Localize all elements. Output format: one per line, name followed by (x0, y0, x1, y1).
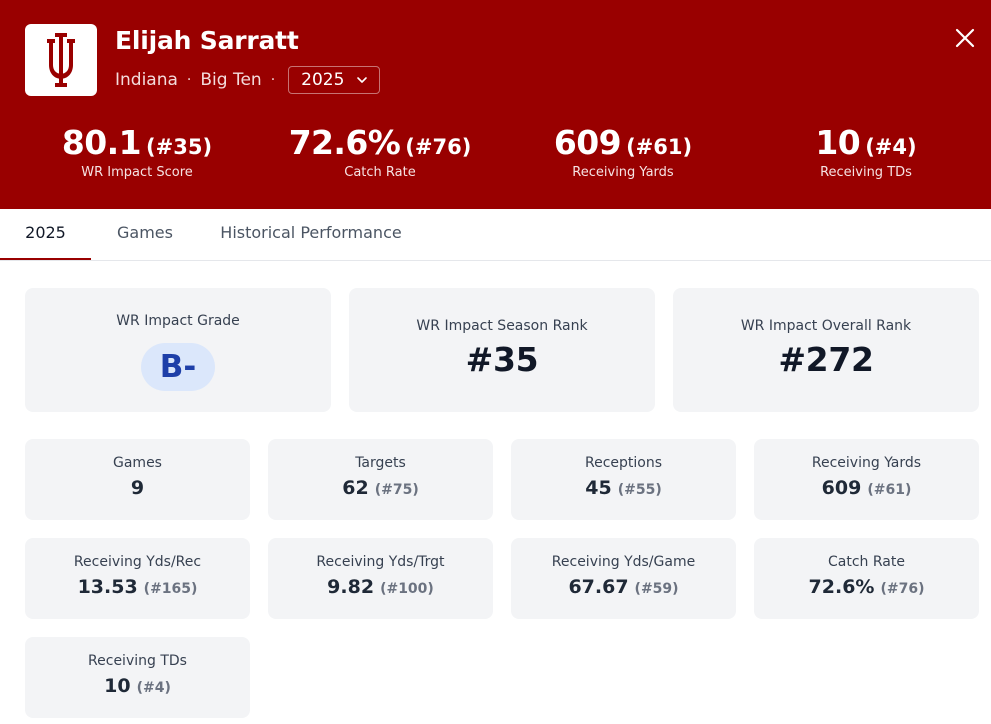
header-stat: 609 (#61) Receiving Yards (503, 123, 743, 181)
metric-title: Targets (355, 455, 406, 471)
header-stat-label: WR Impact Score (81, 165, 193, 180)
metric-title: Receiving TDs (88, 653, 187, 669)
metric-rank: (#59) (634, 581, 679, 597)
card-value: #35 (465, 340, 539, 379)
season-select-value: 2025 (301, 70, 345, 90)
metric-value: 9 (130, 477, 145, 499)
grade-badge: B- (141, 343, 215, 391)
metric-card: Receiving Yards 609 (#61) (754, 439, 979, 520)
player-meta: Indiana · Big Ten · 2025 (115, 66, 381, 94)
header-stat-label: Receiving Yards (572, 165, 674, 180)
metric-value: 9.82 (327, 576, 375, 598)
metric-rank: (#100) (380, 581, 434, 597)
metric-title: Catch Rate (828, 554, 905, 570)
header-stat: 10 (#4) Receiving TDs (746, 123, 986, 181)
metric-title: Receiving Yds/Rec (73, 554, 202, 570)
tab-historical-performance[interactable]: Historical Performance (220, 223, 402, 242)
tab-2025[interactable]: 2025 (0, 209, 91, 260)
metric-value: 62 (342, 477, 369, 499)
team-name: Indiana (115, 70, 178, 90)
metric-title: Receiving Yards (811, 455, 922, 471)
metric-card: Receptions 45 (#55) (511, 439, 736, 520)
tab-games[interactable]: Games (117, 223, 173, 242)
header-stat-value: 609 (553, 123, 622, 162)
team-logo (25, 24, 97, 96)
header-stat-value: 80.1 (61, 123, 142, 162)
metric-rank: (#55) (617, 482, 662, 498)
metric-title: Receptions (584, 455, 663, 471)
metric-rank: (#76) (880, 581, 925, 597)
metric-card: Games 9 (25, 439, 250, 520)
close-icon[interactable] (953, 26, 977, 50)
header-stat-rank: (#61) (626, 135, 693, 159)
metric-value: 10 (104, 675, 131, 697)
metric-card: Receiving TDs 10 (#4) (25, 637, 250, 718)
header-stat-rank: (#4) (865, 135, 917, 159)
season-select[interactable]: 2025 (288, 66, 381, 94)
header-stat: 72.6% (#76) Catch Rate (260, 123, 500, 181)
metric-value: 45 (585, 477, 612, 499)
season-rank-card: WR Impact Season Rank #35 (349, 288, 655, 412)
wr-impact-grade-card: WR Impact Grade B- (25, 288, 331, 412)
metric-title: Games (113, 455, 162, 471)
card-value: #272 (778, 340, 874, 379)
card-title: WR Impact Overall Rank (740, 318, 912, 334)
header-stat-value: 72.6% (288, 123, 401, 162)
conference-name: Big Ten (200, 70, 262, 90)
meta-separator: · (186, 72, 192, 88)
metric-rank: (#75) (374, 482, 419, 498)
metric-card: Receiving Yds/Trgt 9.82 (#100) (268, 538, 493, 619)
metric-value: 67.67 (568, 576, 629, 598)
card-title: WR Impact Season Rank (416, 318, 588, 334)
metric-title: Receiving Yds/Game (551, 554, 696, 570)
metric-rank: (#165) (143, 581, 198, 597)
metric-rank: (#4) (136, 680, 171, 696)
indiana-iu-logo-icon (47, 33, 75, 87)
tab-bar: 2025 Games Historical Performance (0, 209, 991, 261)
metric-card: Receiving Yds/Game 67.67 (#59) (511, 538, 736, 619)
chevron-down-icon (357, 77, 368, 83)
player-name: Elijah Sarratt (115, 26, 299, 55)
header-stat-rank: (#76) (405, 135, 472, 159)
header-stat-label: Receiving TDs (820, 165, 912, 180)
metric-value: 13.53 (77, 576, 138, 598)
card-title: WR Impact Grade (116, 313, 240, 329)
metric-value: 72.6% (808, 576, 875, 598)
metric-rank: (#61) (867, 482, 912, 498)
metric-card: Catch Rate 72.6% (#76) (754, 538, 979, 619)
overall-rank-card: WR Impact Overall Rank #272 (673, 288, 979, 412)
player-header: Elijah Sarratt Indiana · Big Ten · 2025 … (0, 0, 991, 209)
header-stat-rank: (#35) (146, 135, 213, 159)
metric-card: Targets 62 (#75) (268, 439, 493, 520)
metric-card: Receiving Yds/Rec 13.53 (#165) (25, 538, 250, 619)
header-stat: 80.1 (#35) WR Impact Score (17, 123, 257, 181)
header-stat-value: 10 (815, 123, 861, 162)
header-stats: 80.1 (#35) WR Impact Score 72.6% (#76) C… (0, 124, 991, 188)
metric-value: 609 (821, 477, 862, 499)
header-stat-label: Catch Rate (344, 165, 416, 180)
metric-title: Receiving Yds/Trgt (316, 554, 445, 570)
meta-separator: · (270, 72, 276, 88)
